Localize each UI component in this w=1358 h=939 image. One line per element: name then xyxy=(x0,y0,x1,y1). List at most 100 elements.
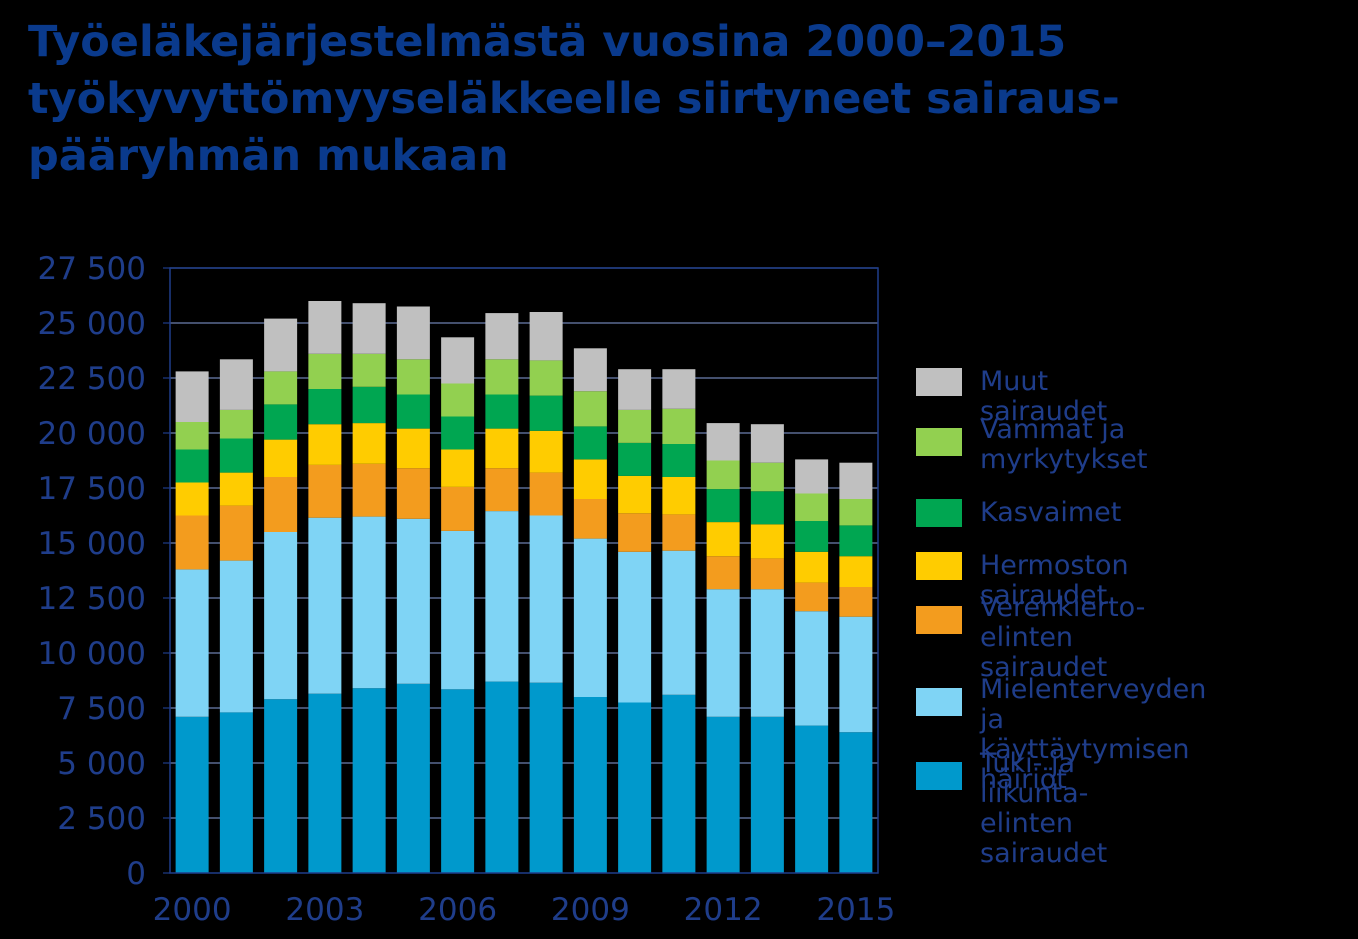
bar-segment xyxy=(529,472,563,516)
bar-segment xyxy=(219,409,253,439)
bar-segment xyxy=(396,683,430,873)
y-tick-label: 5 000 xyxy=(57,746,146,782)
bar-segment xyxy=(618,369,652,410)
bar-segment xyxy=(264,318,298,372)
bar-segment xyxy=(618,513,652,552)
x-tick-label: 2009 xyxy=(551,892,630,928)
bar-segment xyxy=(795,493,829,521)
bar-segment xyxy=(441,416,475,450)
bar-segment xyxy=(839,462,873,499)
legend-label: Hermoston sairaudet xyxy=(980,550,1129,611)
bar-segment xyxy=(839,587,873,617)
bar-segment xyxy=(485,359,519,395)
bar-segment xyxy=(175,422,209,450)
bar-segment xyxy=(264,532,298,700)
bar-segment xyxy=(618,442,652,476)
bar-segment xyxy=(308,464,342,518)
bar-segment xyxy=(662,514,696,551)
bar-segment xyxy=(485,468,519,512)
y-tick-label: 17 500 xyxy=(38,471,146,507)
bar-segment xyxy=(352,303,386,354)
bar-segment xyxy=(396,306,430,360)
bar-segment xyxy=(485,313,519,360)
bar-segment xyxy=(352,688,386,873)
bar-segment xyxy=(219,359,253,410)
y-tick-label: 20 000 xyxy=(38,416,146,452)
legend-label: Kasvaimet xyxy=(980,497,1122,528)
legend-swatch xyxy=(916,428,962,456)
legend-label: Vammat ja myrkytykset xyxy=(980,414,1148,475)
title-line-2: työkyvyttömyyseläkkeelle siirtyneet sair… xyxy=(28,74,1120,124)
bar-segment xyxy=(441,337,475,384)
bar-segment xyxy=(308,424,342,465)
bar-segment xyxy=(308,301,342,354)
bar-segment xyxy=(618,475,652,514)
bar-segment xyxy=(573,348,607,392)
bar-segment xyxy=(352,516,386,689)
bar-segment xyxy=(839,556,873,587)
bar-segment xyxy=(750,424,784,463)
bar-segment xyxy=(308,693,342,873)
x-tick-label: 2006 xyxy=(418,892,497,928)
legend-swatch xyxy=(916,499,962,527)
bar-segment xyxy=(750,558,784,590)
bar-segment xyxy=(308,389,342,425)
bar-segment xyxy=(662,444,696,477)
title-line-1: Työeläkejärjestelmästä vuosina 2000–2015 xyxy=(28,17,1067,67)
bar-segment xyxy=(264,699,298,873)
bar-segment xyxy=(264,439,298,477)
bar-segment xyxy=(795,725,829,873)
bar-segment xyxy=(441,449,475,487)
bar-segment xyxy=(795,521,829,552)
legend-swatch xyxy=(916,552,962,580)
bar-segment xyxy=(396,428,430,469)
bar-segment xyxy=(308,517,342,694)
bar-segment xyxy=(396,394,430,429)
bar-segment xyxy=(441,530,475,690)
bar-segment xyxy=(839,499,873,526)
bar-segment xyxy=(396,518,430,684)
bar-segment xyxy=(529,515,563,683)
legend-swatch xyxy=(916,688,962,716)
bar-segment xyxy=(352,353,386,387)
bar-segment xyxy=(175,371,209,422)
bar-segment xyxy=(573,697,607,873)
legend-label: Tuki- ja liikunta- elinten sairaudet xyxy=(980,748,1108,869)
bar-segment xyxy=(706,589,740,717)
bar-segment xyxy=(352,386,386,424)
bar-segment xyxy=(662,550,696,695)
bar-segment xyxy=(175,449,209,483)
bar-segment xyxy=(662,408,696,444)
bar-segment xyxy=(529,395,563,431)
bar-segment xyxy=(529,682,563,873)
bar-segment xyxy=(662,477,696,515)
legend-label: Muut sairaudet xyxy=(980,366,1108,427)
bar-segment xyxy=(264,371,298,405)
bar-segment xyxy=(750,491,784,525)
bar-segment xyxy=(750,462,784,492)
bar-segment xyxy=(219,438,253,473)
bar-segment xyxy=(219,712,253,873)
y-tick-label: 27 500 xyxy=(38,251,146,287)
bar-segment xyxy=(352,463,386,517)
bar-segment xyxy=(706,460,740,490)
y-tick-label: 22 500 xyxy=(38,361,146,397)
bar-segment xyxy=(441,689,475,873)
bar-segment xyxy=(750,524,784,559)
bar-segment xyxy=(573,426,607,460)
bar-segment xyxy=(795,611,829,726)
bar-segment xyxy=(662,694,696,873)
x-tick-label: 2015 xyxy=(816,892,895,928)
y-tick-label: 0 xyxy=(126,856,146,892)
legend-swatch xyxy=(916,762,962,790)
bar-segment xyxy=(839,732,873,873)
bar-segment xyxy=(485,428,519,469)
x-tick-label: 2003 xyxy=(285,892,364,928)
bar-segment xyxy=(219,560,253,713)
bar-segment xyxy=(175,515,209,570)
bar-segment xyxy=(750,716,784,873)
y-tick-label: 12 500 xyxy=(38,581,146,617)
y-tick-label: 7 500 xyxy=(57,691,146,727)
bar-segment xyxy=(264,477,298,532)
bar-segment xyxy=(352,423,386,464)
